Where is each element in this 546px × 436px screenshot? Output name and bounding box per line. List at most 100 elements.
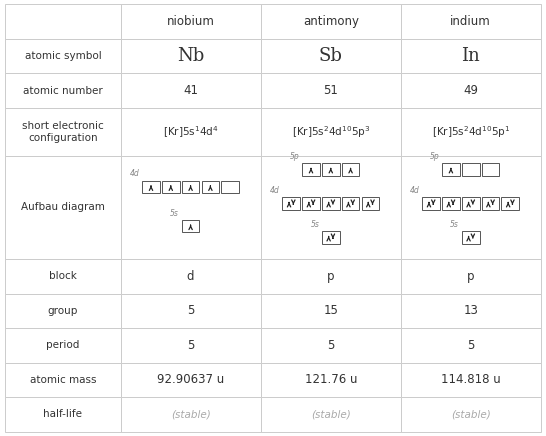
Bar	[121, 73, 260, 108]
Bar	[5, 363, 121, 397]
Text: 5: 5	[187, 304, 194, 317]
Bar	[142, 181, 160, 193]
Bar	[5, 4, 121, 39]
Text: 121.76 u: 121.76 u	[305, 373, 357, 386]
Bar	[260, 156, 401, 259]
Text: short electronic
configuration: short electronic configuration	[22, 121, 104, 143]
Bar	[5, 293, 121, 328]
Text: atomic number: atomic number	[23, 85, 103, 95]
Bar	[121, 328, 260, 363]
Bar	[401, 328, 541, 363]
Bar	[260, 293, 401, 328]
Text: 5: 5	[187, 339, 194, 352]
Text: 5s: 5s	[311, 220, 319, 229]
Text: atomic mass: atomic mass	[29, 375, 96, 385]
Bar	[182, 220, 199, 232]
Text: 4d: 4d	[130, 169, 139, 178]
Bar	[462, 197, 479, 210]
Bar	[462, 163, 479, 176]
Bar	[260, 4, 401, 39]
Text: 5: 5	[327, 339, 335, 352]
Bar	[221, 181, 239, 193]
Text: Nb: Nb	[177, 47, 204, 65]
Bar	[342, 197, 359, 210]
Bar	[260, 39, 401, 73]
Text: p: p	[327, 270, 335, 283]
Text: 13: 13	[463, 304, 478, 317]
Bar	[442, 197, 460, 210]
Bar	[5, 108, 121, 156]
Bar	[260, 397, 401, 432]
Text: period: period	[46, 341, 80, 351]
Text: 114.818 u: 114.818 u	[441, 373, 501, 386]
Bar	[401, 156, 541, 259]
Bar	[121, 4, 260, 39]
Text: (stable): (stable)	[311, 409, 351, 419]
Text: Sb: Sb	[319, 47, 343, 65]
Text: (stable): (stable)	[451, 409, 491, 419]
Bar	[5, 73, 121, 108]
Text: half-life: half-life	[44, 409, 82, 419]
Text: 4d: 4d	[410, 186, 420, 195]
Bar	[322, 231, 340, 244]
Bar	[401, 259, 541, 293]
Text: 41: 41	[183, 84, 198, 97]
Text: Aufbau diagram: Aufbau diagram	[21, 202, 105, 212]
Bar	[5, 156, 121, 259]
Text: p: p	[467, 270, 474, 283]
Bar	[162, 181, 180, 193]
Bar	[401, 293, 541, 328]
Bar	[260, 73, 401, 108]
Bar	[182, 181, 199, 193]
Bar	[401, 39, 541, 73]
Text: 5s: 5s	[170, 208, 179, 218]
Bar	[5, 397, 121, 432]
Text: [Kr]5s$^2$4d$^{10}$5p$^1$: [Kr]5s$^2$4d$^{10}$5p$^1$	[431, 124, 510, 140]
Text: antimony: antimony	[303, 15, 359, 28]
Text: 5: 5	[467, 339, 474, 352]
Text: (stable): (stable)	[171, 409, 210, 419]
Bar	[201, 181, 219, 193]
Bar	[482, 163, 500, 176]
Bar	[121, 397, 260, 432]
Bar	[401, 363, 541, 397]
Bar	[5, 328, 121, 363]
Bar	[121, 39, 260, 73]
Text: 92.90637 u: 92.90637 u	[157, 373, 224, 386]
Bar	[121, 259, 260, 293]
Text: 4d: 4d	[270, 186, 280, 195]
Bar	[121, 156, 260, 259]
Text: 51: 51	[323, 84, 338, 97]
Bar	[401, 108, 541, 156]
Bar	[121, 108, 260, 156]
Text: [Kr]5s$^1$4d$^4$: [Kr]5s$^1$4d$^4$	[163, 124, 218, 140]
Bar	[260, 108, 401, 156]
Bar	[322, 163, 340, 176]
Text: In: In	[461, 47, 480, 65]
Text: 5s: 5s	[450, 220, 459, 229]
Bar	[121, 363, 260, 397]
Text: [Kr]5s$^2$4d$^{10}$5p$^3$: [Kr]5s$^2$4d$^{10}$5p$^3$	[292, 124, 370, 140]
Bar	[282, 197, 300, 210]
Text: atomic symbol: atomic symbol	[25, 51, 102, 61]
Bar	[121, 293, 260, 328]
Bar	[482, 197, 500, 210]
Bar	[302, 197, 320, 210]
Text: 15: 15	[323, 304, 338, 317]
Text: group: group	[48, 306, 78, 316]
Bar	[260, 328, 401, 363]
Text: niobium: niobium	[167, 15, 215, 28]
Bar	[401, 73, 541, 108]
Text: 5p: 5p	[290, 152, 300, 161]
Bar	[401, 397, 541, 432]
Bar	[422, 197, 440, 210]
Bar	[260, 259, 401, 293]
Bar	[401, 4, 541, 39]
Bar	[5, 259, 121, 293]
Text: d: d	[187, 270, 194, 283]
Bar	[462, 231, 479, 244]
Text: 5p: 5p	[430, 152, 440, 161]
Bar	[361, 197, 379, 210]
Text: indium: indium	[450, 15, 491, 28]
Bar	[302, 163, 320, 176]
